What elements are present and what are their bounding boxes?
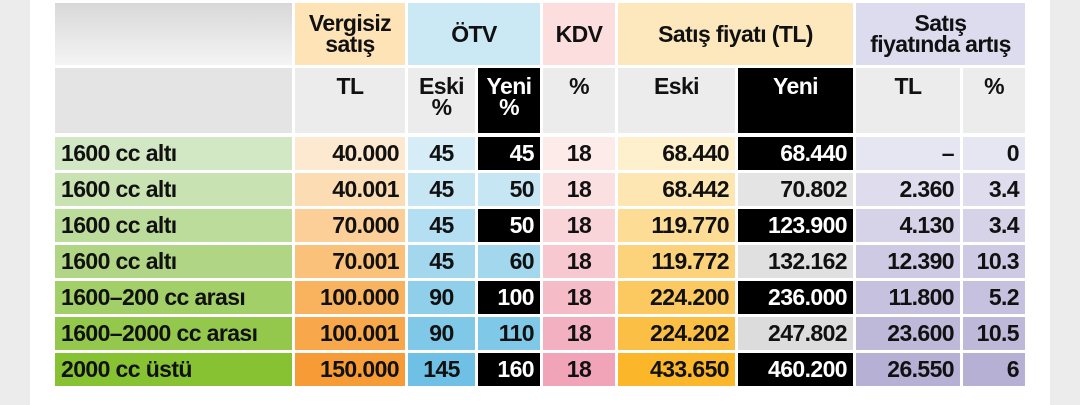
table-cell: 10.5 [963,317,1025,350]
table-cell: – [856,137,960,170]
table-cell: 50 [478,209,540,242]
table-cell: 224.200 [618,281,735,314]
table-cell: 70.802 [738,173,853,206]
table-cell: 100.000 [295,281,405,314]
table-cell: 460.200 [738,353,853,386]
table-cell: 18 [543,245,615,278]
table-cell: 60 [478,245,540,278]
table-cell: 40.001 [295,173,405,206]
sub-header: Yeni % [478,68,540,133]
table-cell: 224.202 [618,317,735,350]
table-cell: 18 [543,317,615,350]
group-header: Satış fiyatında artış [856,3,1025,65]
sub-header: TL [295,68,405,133]
header-corner [55,68,292,133]
sub-header: % [543,68,615,133]
table-cell: 132.162 [738,245,853,278]
table-cell: 236.000 [738,281,853,314]
sub-header: % [963,68,1025,133]
table-cell: 70.000 [295,209,405,242]
table-cell: 18 [543,209,615,242]
table-cell: 4.130 [856,209,960,242]
sub-header: Yeni [738,68,853,133]
table-cell: 23.600 [856,317,960,350]
table-cell: 11.800 [856,281,960,314]
table-cell: 10.3 [963,245,1025,278]
table-cell: 45 [478,137,540,170]
row-label: 1600 cc altı [55,173,292,206]
row-label: 1600–2000 cc arası [55,317,292,350]
group-header: KDV [543,3,615,65]
group-header: ÖTV [408,3,540,65]
table-cell: 45 [408,209,475,242]
table-cell: 12.390 [856,245,960,278]
table-cell: 45 [408,173,475,206]
table-cell: 70.001 [295,245,405,278]
row-label: 1600 cc altı [55,209,292,242]
group-header: Satış fiyatı (TL) [618,3,853,65]
table-cell: 50 [478,173,540,206]
table-cell: 3.4 [963,173,1025,206]
table-cell: 68.442 [618,173,735,206]
table-cell: 18 [543,137,615,170]
table-cell: 0 [963,137,1025,170]
table-cell: 68.440 [738,137,853,170]
table-cell: 160 [478,353,540,386]
table-cell: 433.650 [618,353,735,386]
table-cell: 40.000 [295,137,405,170]
table-cell: 145 [408,353,475,386]
table-cell: 18 [543,173,615,206]
table-cell: 45 [408,137,475,170]
sub-header: TL [856,68,960,133]
table-cell: 6 [963,353,1025,386]
sub-header: Eski [618,68,735,133]
row-label: 1600 cc altı [55,137,292,170]
table-cell: 100.001 [295,317,405,350]
table-cell: 5.2 [963,281,1025,314]
group-header: Vergisiz satış [295,3,405,65]
table-cell: 119.772 [618,245,735,278]
table-cell: 119.770 [618,209,735,242]
table-cell: 90 [408,317,475,350]
table-cell: 68.440 [618,137,735,170]
table-cell: 2.360 [856,173,960,206]
table-cell: 247.802 [738,317,853,350]
table-cell: 110 [478,317,540,350]
sub-header: Eski % [408,68,475,133]
table-cell: 45 [408,245,475,278]
row-label: 1600 cc altı [55,245,292,278]
header-corner [55,3,292,65]
table-cell: 150.000 [295,353,405,386]
row-label: 2000 cc üstü [55,353,292,386]
table-cell: 123.900 [738,209,853,242]
table-cell: 100 [478,281,540,314]
table-cell: 3.4 [963,209,1025,242]
table-cell: 90 [408,281,475,314]
table-cell: 18 [543,281,615,314]
table-cell: 18 [543,353,615,386]
table-cell: 26.550 [856,353,960,386]
row-label: 1600–200 cc arası [55,281,292,314]
